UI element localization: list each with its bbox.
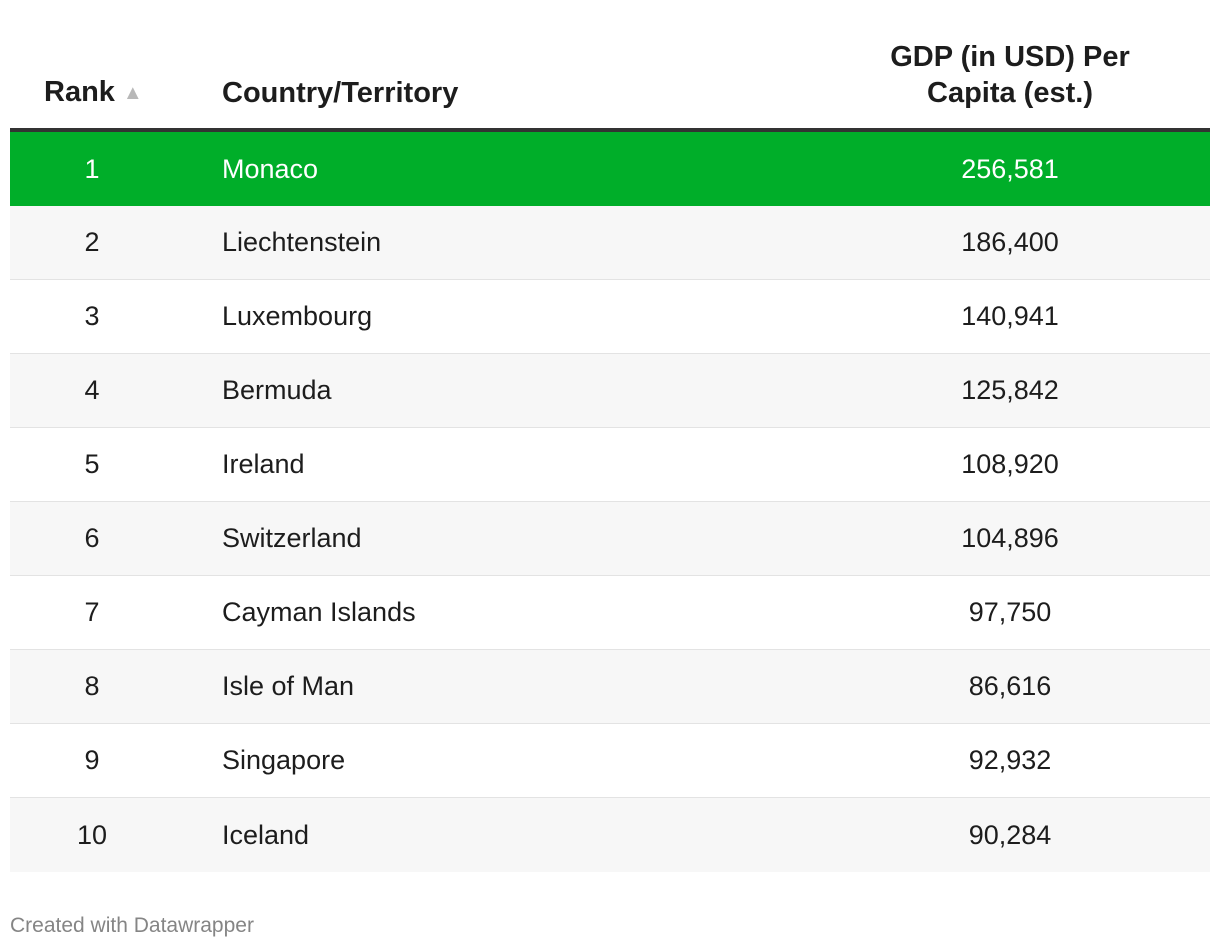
rank-cell: 3 (84, 301, 100, 331)
gdp-table: Rank ▲ Country/Territory GDP (in USD) Per… (10, 38, 1210, 872)
gdp-cell: 125,842 (961, 375, 1059, 405)
country-cell: Iceland (222, 819, 310, 850)
country-cell: Bermuda (222, 375, 332, 405)
rank-cell: 8 (84, 671, 100, 701)
table-row: 1 Monaco 256,581 (10, 132, 1210, 206)
country-cell: Luxembourg (222, 301, 373, 331)
gdp-cell: 86,616 (968, 671, 1052, 701)
country-cell: Singapore (222, 745, 346, 775)
gdp-header-label-line1: GDP (in USD) Per (890, 41, 1130, 73)
table-row: 4 Bermuda 125,842 (10, 354, 1210, 428)
datawrapper-credit[interactable]: Created with Datawrapper (10, 914, 254, 937)
gdp-cell: 104,896 (961, 523, 1059, 553)
gdp-cell: 108,920 (961, 449, 1059, 479)
table-row: 9 Singapore 92,932 (10, 724, 1210, 798)
table-row: 10 Iceland 90,284 (10, 798, 1210, 872)
table-row: 5 Ireland 108,920 (10, 428, 1210, 502)
rank-cell: 5 (84, 449, 100, 479)
gdp-header-label-line2: Capita (est.) (927, 77, 1093, 109)
rank-cell: 6 (84, 523, 100, 553)
rank-cell: 7 (84, 597, 100, 627)
rank-cell: 9 (84, 745, 100, 775)
rank-header-label: Rank (44, 76, 115, 108)
sort-ascending-icon[interactable]: ▲ (122, 82, 143, 104)
gdp-cell: 256,581 (961, 153, 1059, 184)
country-cell: Cayman Islands (222, 597, 416, 627)
country-cell: Liechtenstein (222, 227, 382, 257)
table-row: 3 Luxembourg 140,941 (10, 280, 1210, 354)
gdp-cell: 97,750 (968, 597, 1052, 627)
gdp-cell: 92,932 (968, 745, 1052, 775)
rank-cell: 10 (76, 819, 108, 850)
rank-cell: 2 (84, 227, 100, 257)
rank-cell: 4 (84, 375, 100, 405)
gdp-cell: 90,284 (968, 819, 1052, 850)
country-cell: Ireland (222, 449, 305, 479)
table-row: 7 Cayman Islands 97,750 (10, 576, 1210, 650)
rank-cell: 1 (84, 153, 100, 184)
table-row: 2 Liechtenstein 186,400 (10, 206, 1210, 280)
country-cell: Isle of Man (222, 671, 355, 701)
gdp-cell: 186,400 (961, 227, 1059, 257)
table-header: Rank ▲ Country/Territory GDP (in USD) Per… (10, 38, 1210, 132)
country-cell: Switzerland (222, 523, 362, 553)
rank-column-header[interactable]: Rank ▲ (10, 74, 222, 111)
gdp-cell: 140,941 (961, 301, 1059, 331)
table-row: 8 Isle of Man 86,616 (10, 650, 1210, 724)
table-row: 6 Switzerland 104,896 (10, 502, 1210, 576)
country-header-label: Country/Territory (222, 77, 459, 109)
country-cell: Monaco (222, 153, 319, 184)
country-column-header[interactable]: Country/Territory (222, 75, 842, 111)
gdp-column-header[interactable]: GDP (in USD) Per Capita (est.) (842, 39, 1210, 111)
